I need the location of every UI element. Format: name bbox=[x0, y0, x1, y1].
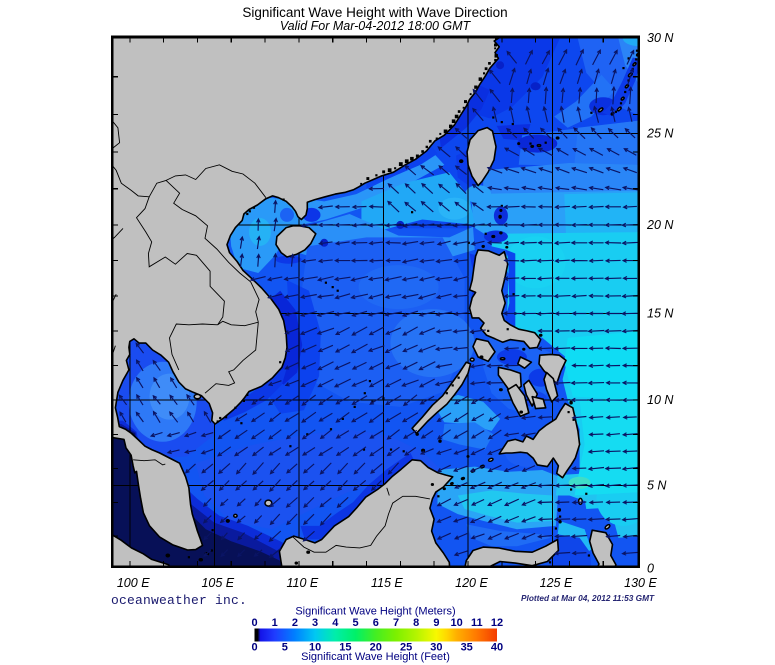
svg-text:40: 40 bbox=[491, 642, 503, 654]
svg-text:11: 11 bbox=[471, 617, 483, 629]
svg-text:10: 10 bbox=[309, 642, 321, 654]
svg-text:30: 30 bbox=[430, 642, 442, 654]
svg-text:3: 3 bbox=[312, 617, 318, 629]
svg-text:1: 1 bbox=[272, 617, 278, 629]
svg-text:15: 15 bbox=[339, 642, 351, 654]
svg-text:20: 20 bbox=[370, 642, 382, 654]
svg-text:100 E: 100 E bbox=[117, 576, 150, 590]
svg-text:35: 35 bbox=[461, 642, 473, 654]
svg-text:15 N: 15 N bbox=[647, 307, 674, 321]
svg-text:9: 9 bbox=[433, 617, 439, 629]
svg-text:105 E: 105 E bbox=[201, 576, 234, 590]
svg-text:0: 0 bbox=[647, 562, 654, 576]
svg-text:5: 5 bbox=[282, 642, 288, 654]
svg-text:Valid For Mar-04-2012 18:00 GM: Valid For Mar-04-2012 18:00 GMT bbox=[280, 19, 472, 33]
svg-text:5 N: 5 N bbox=[647, 478, 667, 492]
svg-text:12: 12 bbox=[491, 617, 503, 629]
svg-text:Plotted at Mar 04, 2012 11:53: Plotted at Mar 04, 2012 11:53 GMT bbox=[521, 593, 655, 603]
svg-text:130 E: 130 E bbox=[624, 576, 657, 590]
svg-text:30 N: 30 N bbox=[647, 31, 674, 45]
svg-text:0: 0 bbox=[251, 617, 257, 629]
svg-text:25 N: 25 N bbox=[646, 126, 674, 140]
svg-text:6: 6 bbox=[373, 617, 379, 629]
svg-text:Significant Wave Height (Feet): Significant Wave Height (Feet) bbox=[301, 651, 450, 663]
svg-text:oceanweather inc.: oceanweather inc. bbox=[111, 593, 247, 608]
svg-text:5: 5 bbox=[352, 617, 358, 629]
svg-text:Significant Wave Height with W: Significant Wave Height with Wave Direct… bbox=[242, 5, 507, 20]
svg-text:125 E: 125 E bbox=[540, 576, 573, 590]
svg-text:4: 4 bbox=[332, 617, 339, 629]
svg-text:0: 0 bbox=[251, 642, 257, 654]
svg-text:120 E: 120 E bbox=[455, 576, 488, 590]
svg-text:2: 2 bbox=[292, 617, 298, 629]
svg-text:10 N: 10 N bbox=[647, 393, 674, 407]
svg-text:115 E: 115 E bbox=[371, 576, 403, 590]
svg-text:Significant Wave Height (Meter: Significant Wave Height (Meters) bbox=[295, 606, 455, 618]
svg-text:25: 25 bbox=[400, 642, 412, 654]
svg-text:20 N: 20 N bbox=[646, 218, 674, 232]
svg-text:8: 8 bbox=[413, 617, 419, 629]
svg-text:7: 7 bbox=[393, 617, 399, 629]
svg-text:10: 10 bbox=[450, 617, 462, 629]
svg-text:110 E: 110 E bbox=[287, 576, 319, 590]
